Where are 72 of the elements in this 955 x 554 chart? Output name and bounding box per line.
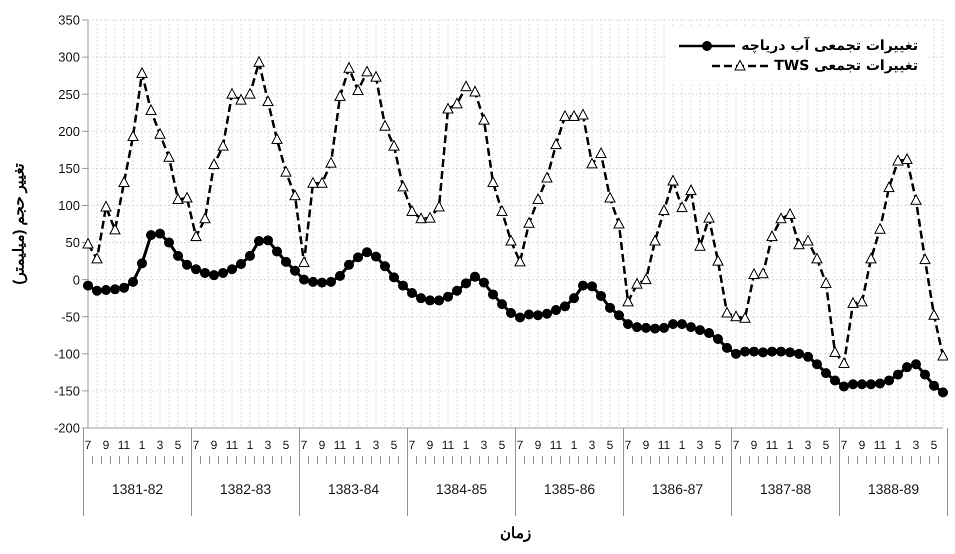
text: 1383-84	[328, 481, 380, 497]
text: 1387-88	[760, 481, 812, 497]
x-axis-title: زمان	[500, 525, 531, 542]
x-tick-label: 11	[226, 438, 239, 452]
y-tick-label: 150	[58, 160, 80, 176]
x-tick-label: 11	[550, 438, 563, 452]
text: 1388-89	[868, 481, 920, 497]
y-tick-label: -200	[54, 420, 80, 436]
y-tick-label: 300	[58, 50, 80, 65]
x-tick-label: 9	[210, 438, 218, 452]
x-tick-label: 5	[498, 438, 506, 452]
x-tick-label: 1	[678, 438, 686, 452]
x-tick-label: 9	[426, 438, 434, 452]
y-tick-label: -150	[54, 384, 80, 399]
x-tick-label: 9	[642, 438, 650, 452]
text: 1385-86	[544, 481, 596, 497]
x-tick-label: 1	[570, 438, 578, 452]
x-tick-label: 3	[264, 438, 272, 452]
x-tick-label: 3	[696, 438, 704, 452]
x-tick-label: 11	[658, 438, 671, 452]
x-tick-label: 11	[442, 438, 455, 452]
text: 1386-87	[652, 481, 704, 497]
y-tick-label: 100	[58, 198, 80, 214]
x-tick-label: 9	[534, 438, 542, 452]
x-tick-label: 9	[318, 438, 326, 452]
x-tick-label: 9	[858, 438, 866, 452]
y-tick-label: 200	[58, 124, 80, 139]
x-tick-label: 7	[300, 438, 308, 452]
x-tick-label: 5	[714, 438, 722, 452]
x-tick-label: 3	[588, 438, 596, 452]
x-tick-label: 3	[372, 438, 380, 452]
x-tick-label: 7	[624, 438, 632, 452]
x-tick-label: 3	[480, 438, 488, 452]
x-tick-label: 5	[390, 438, 398, 452]
x-tick-label: 11	[118, 438, 131, 452]
y-tick-label: 350	[58, 12, 80, 28]
x-tick-label: 11	[334, 438, 347, 452]
x-tick-label: 1	[786, 438, 794, 452]
x-tick-label: 5	[930, 438, 938, 452]
x-tick-label: 11	[874, 438, 887, 452]
x-tick-label: 3	[912, 438, 920, 452]
x-tick-label: 1	[462, 438, 470, 452]
y-tick-label: -50	[61, 309, 80, 324]
y-axis-title: تغییر حجم (میلیمتر)	[10, 163, 28, 285]
x-tick-label: 7	[732, 438, 740, 452]
y-tick-label: 50	[66, 235, 80, 250]
x-tick-label: 1	[894, 438, 902, 452]
x-tick-label: 11	[766, 438, 779, 452]
x-tick-label: 9	[750, 438, 758, 452]
x-tick-label: 5	[822, 438, 830, 452]
x-tick-label: 7	[516, 438, 524, 452]
x-tick-label: 3	[804, 438, 812, 452]
x-tick-label: 5	[174, 438, 182, 452]
text: 1384-85	[436, 481, 488, 497]
y-tick-label: 0	[72, 272, 80, 288]
x-tick-label: 5	[606, 438, 614, 452]
legend-label: تغییرات تجمعی آب دریاچه	[741, 38, 918, 54]
x-tick-label: 5	[282, 438, 290, 452]
x-tick-label: 7	[408, 438, 416, 452]
x-tick-label: 1	[354, 438, 362, 452]
x-tick-label: 7	[192, 438, 200, 452]
y-tick-label: -100	[54, 346, 80, 362]
x-tick-label: 3	[156, 438, 164, 452]
x-tick-label: 7	[840, 438, 848, 452]
y-tick-label: 250	[58, 86, 80, 102]
text: 1382-83	[220, 481, 272, 497]
x-tick-label: 1	[246, 438, 254, 452]
text: 1381-82	[112, 481, 164, 497]
x-tick-label: 7	[84, 438, 92, 452]
legend-label: تغییرات تجمعی TWS	[774, 58, 918, 74]
x-tick-label: 9	[102, 438, 110, 452]
x-tick-label: 1	[138, 438, 146, 452]
